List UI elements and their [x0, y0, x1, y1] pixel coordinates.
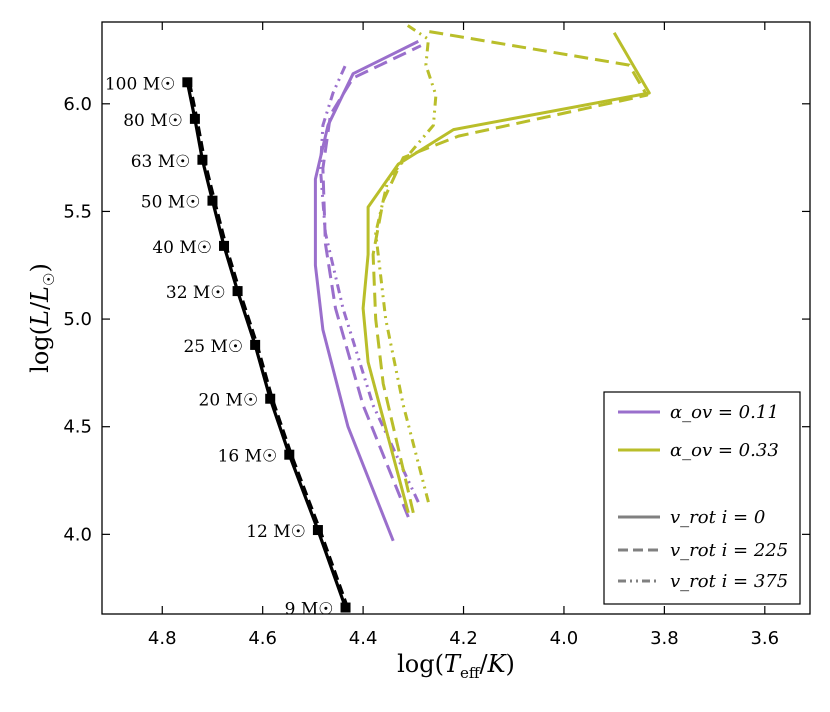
y-tick-label: 5.0: [63, 309, 92, 330]
x-tick-label: 4.8: [148, 628, 177, 649]
mass-label: 16 M☉: [218, 447, 278, 467]
zams-marker: [219, 240, 230, 251]
mass-label: 40 M☉: [152, 238, 212, 258]
mass-label: 50 M☉: [141, 193, 201, 213]
mass-label: 32 M☉: [166, 283, 226, 303]
zams-marker: [232, 286, 243, 297]
track-alpha_033-solid: [361, 32, 651, 514]
mass-label: 12 M☉: [246, 522, 306, 542]
y-tick-label: 5.5: [63, 201, 92, 222]
series-layer: [313, 22, 651, 542]
zams-marker: [312, 525, 323, 536]
legend-label: v_rot i = 0: [670, 507, 765, 528]
legend: α_ov = 0.11 α_ov = 0.33 v_rot i = 0 v_rot i…: [603, 391, 801, 605]
x-tick-label: 4.4: [349, 628, 378, 649]
zams-marker: [197, 154, 208, 165]
track-alpha_011-dashed: [321, 44, 422, 518]
mass-label: 100 M☉: [105, 74, 176, 94]
plot-area-frame: [101, 21, 811, 615]
y-tick-label: 6.0: [63, 94, 92, 115]
legend-box: [603, 391, 801, 605]
legend-label: α_ov = 0.11: [670, 402, 779, 423]
mass-label: 25 M☉: [183, 337, 243, 357]
zams-marker: [207, 195, 218, 206]
y-tick-label: 4.5: [63, 417, 92, 438]
x-tick-label: 4.6: [248, 628, 277, 649]
y-axis-ticks: 4.0 4.5 5.0 5.5 6.0: [63, 94, 810, 545]
x-axis-ticks: 4.8 4.6 4.4 4.2 4.0 3.8 3.6: [148, 22, 779, 649]
zams-marker: [189, 113, 200, 124]
x-tick-label: 4.2: [449, 628, 478, 649]
zams-marker: [340, 602, 351, 613]
zams-marker: [182, 77, 193, 88]
y-tick-label: 4.0: [63, 524, 92, 545]
legend-label: v_rot i = 375: [670, 571, 788, 592]
legend-label: α_ov = 0.33: [670, 440, 779, 461]
zams-marker: [284, 449, 295, 460]
mass-label: 80 M☉: [123, 111, 183, 131]
x-tick-label: 3.6: [750, 628, 779, 649]
x-axis-label: log(Teff/K): [397, 650, 515, 682]
track-alpha_033-dashed: [371, 29, 649, 514]
zams-marker: [250, 339, 261, 350]
mass-label: 63 M☉: [131, 152, 191, 172]
mass-label: 20 M☉: [199, 391, 259, 411]
zams-marker: [265, 393, 276, 404]
track-alpha_033-dashdot: [374, 22, 438, 503]
y-axis-label: log(L/L☉): [26, 263, 58, 373]
zams-layer: 100 M☉ 80 M☉ 63 M☉ 50 M☉ 40 M☉ 32 M☉ 25 M☉ 20 M…: [105, 74, 351, 620]
legend-label: v_rot i = 225: [670, 540, 788, 561]
track-alpha_011-dashdot: [318, 64, 420, 503]
mass-label: 9 M☉: [285, 600, 334, 620]
x-tick-label: 3.8: [650, 628, 679, 649]
x-tick-label: 4.0: [550, 628, 579, 649]
